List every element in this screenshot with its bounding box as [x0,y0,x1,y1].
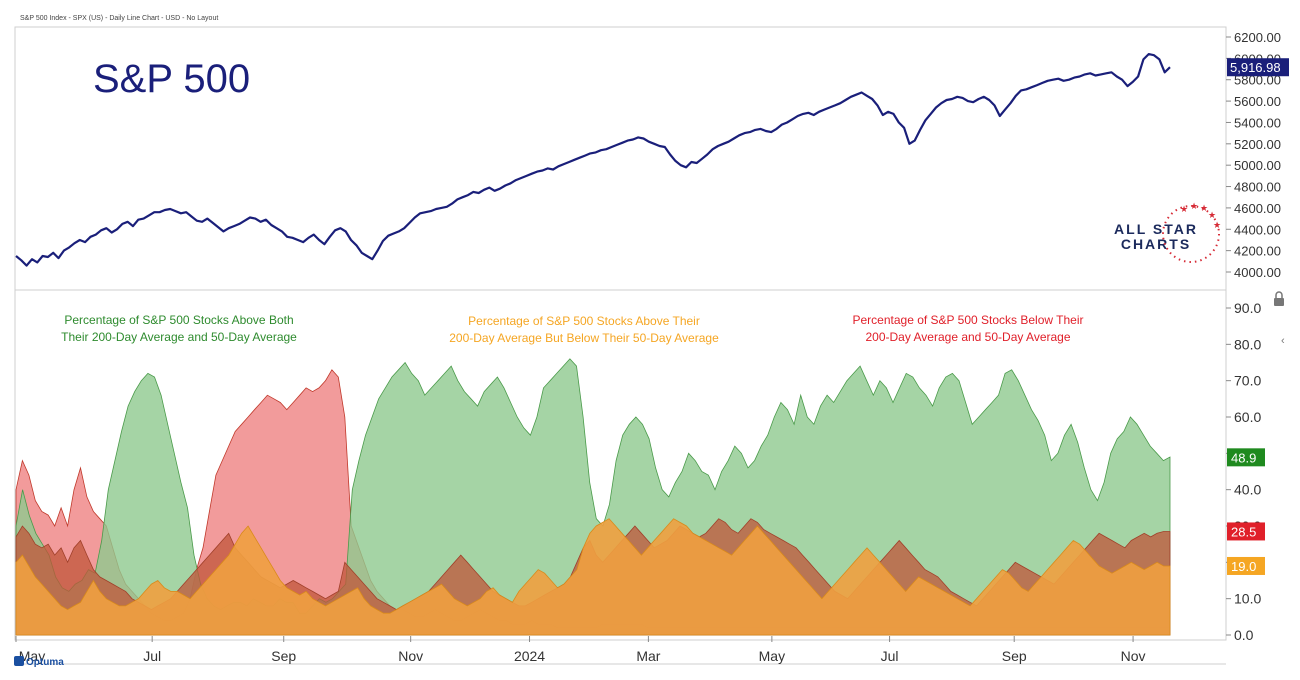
breadth-y-tick-label: 0.0 [1234,627,1254,643]
price-last-value-label: 5,916.98 [1230,60,1281,75]
price-y-tick-label: 6200.00 [1234,30,1281,45]
green-last-value-label: 48.9 [1231,450,1256,465]
red-last-value-tag [1227,522,1265,541]
orange-last-value-tag [1227,556,1265,575]
price-y-tick-label: 5000.00 [1234,158,1281,173]
price-y-tick-label: 4800.00 [1234,180,1281,195]
red-last-value-label: 28.5 [1231,524,1256,539]
price-last-value-tag [1227,58,1289,77]
bottom-panel-frame [14,289,1227,641]
price-y-tick-label: 5200.00 [1234,137,1281,152]
orange-annotation-line1: Percentage of S&P 500 Stocks Above Their [468,314,700,328]
x-tick-label: Nov [398,648,423,664]
star-icon: ★ [1213,220,1221,230]
price-y-tick-label: 5800.00 [1234,73,1281,88]
x-tick-label: Sep [271,648,296,664]
x-tick-label: Mar [636,648,660,664]
green-annotation-line2: Their 200-Day Average and 50-Day Average [61,330,297,344]
price-line [15,53,1171,267]
breadth-y-tick-label: 40.0 [1234,482,1261,498]
x-tick-label: Jul [143,648,161,664]
chart-description: S&P 500 Index - SPX (US) - Daily Line Ch… [20,15,219,22]
price-chart-title: S&P 500 [93,57,250,101]
price-y-tick-label: 4200.00 [1234,244,1281,259]
price-y-tick-label: 4600.00 [1234,201,1281,216]
orange-last-value-label: 19.0 [1231,559,1256,574]
price-y-tick-label: 4400.00 [1234,222,1281,237]
breadth-plot [15,358,1171,636]
price-y-tick-label: 4000.00 [1234,265,1281,280]
red-annotation-line2: 200-Day Average and 50-Day Average [865,330,1070,344]
brand-icon [14,656,24,666]
all-star-charts-logo: ALL STAR CHARTS ★ ★ ★ ★ ★ [1114,201,1221,263]
logo-line2: CHARTS [1121,236,1191,252]
x-tick-label: May [19,648,45,664]
x-tick-label: 2024 [514,648,545,664]
brand-label: Optuma [26,657,64,668]
collapse-chevron-icon[interactable]: ‹ [1281,335,1285,347]
x-tick-label: Nov [1121,648,1146,664]
price-y-axis: 6200.006000.005800.005600.005400.005200.… [1226,30,1289,280]
price-plot [15,53,1171,267]
x-tick-label: Sep [1002,648,1027,664]
breadth-y-tick-label: 70.0 [1234,373,1261,389]
star-icon: ★ [1190,201,1198,211]
breadth-y-tick-label: 80.0 [1234,336,1261,352]
star-icon: ★ [1200,203,1208,213]
breadth-y-tick-label: 90.0 [1234,300,1261,316]
green-last-value-tag [1227,448,1265,467]
lock-icon[interactable] [1274,291,1284,306]
price-y-tick-label: 5600.00 [1234,94,1281,109]
breadth-y-axis: 90.080.070.060.050.040.030.020.010.00.04… [1226,300,1265,643]
star-icon: ★ [1180,204,1188,214]
star-icon: ★ [1208,210,1216,220]
logo-star-ring [1162,205,1220,263]
price-y-tick-label: 5400.00 [1234,115,1281,130]
orange-annotation-line2: 200-Day Average But Below Their 50-Day A… [449,331,719,345]
breadth-y-tick-label: 60.0 [1234,409,1261,425]
x-tick-label: Jul [881,648,899,664]
above-200-below-50-area [15,518,1171,636]
x-axis: May Jul Sep Nov 2024 Mar May Jul Sep Nov [15,636,1146,664]
green-annotation-line1: Percentage of S&P 500 Stocks Above Both [64,313,293,327]
red-annotation-line1: Percentage of S&P 500 Stocks Below Their [852,313,1083,327]
logo-line1: ALL STAR [1114,221,1198,237]
breadth-y-tick-label: 10.0 [1234,591,1261,607]
x-tick-label: May [759,648,785,664]
